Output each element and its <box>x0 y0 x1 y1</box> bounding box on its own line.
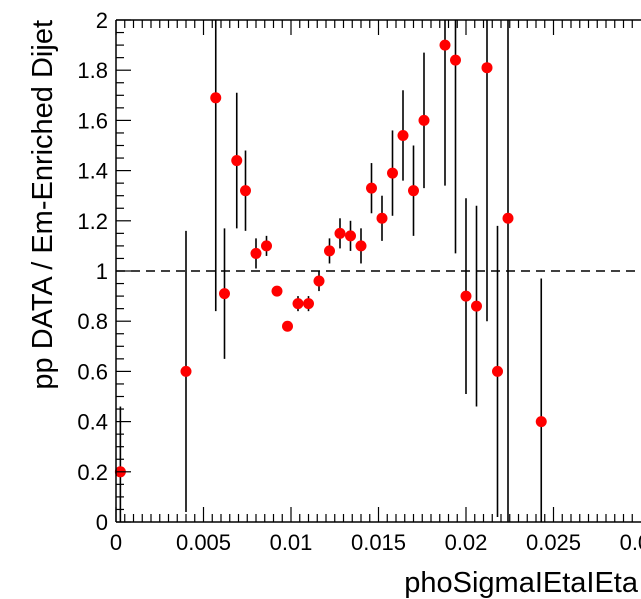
y-tick-label: 1.6 <box>77 108 108 133</box>
data-point <box>366 182 377 194</box>
data-point <box>219 288 230 300</box>
data-point <box>450 54 461 66</box>
data-point <box>471 300 482 312</box>
y-tick-label: 1.8 <box>77 58 108 83</box>
data-point <box>240 185 251 197</box>
data-point <box>460 290 472 302</box>
y-tick-label: 1.2 <box>77 209 108 234</box>
data-point <box>492 365 503 377</box>
data-point <box>408 185 419 197</box>
y-tick-label: 0.8 <box>77 309 108 334</box>
marker-layer <box>114 39 547 478</box>
data-point <box>324 245 335 257</box>
data-point <box>292 298 304 310</box>
data-point <box>261 240 272 252</box>
data-point <box>418 114 430 126</box>
y-tick-label: 0.4 <box>77 410 108 435</box>
data-point <box>282 320 293 332</box>
data-point <box>250 247 262 259</box>
x-tick-label: 0.03 <box>620 530 641 555</box>
data-point <box>334 227 346 239</box>
x-tick-label: 0.005 <box>176 530 231 555</box>
x-ticks: 0 0.005 0.01 0.015 0.02 0.025 0.03 <box>110 20 641 555</box>
data-point <box>397 129 409 141</box>
data-point <box>387 167 398 179</box>
data-point <box>313 275 325 287</box>
y-ticks: 0 0.2 0.4 0.6 0.8 1 1.2 1.4 1.6 1.8 2 <box>77 8 131 535</box>
data-point <box>210 92 222 104</box>
y-tick-label: 1.4 <box>77 159 108 184</box>
y-tick-label: 2 <box>96 8 108 33</box>
data-point <box>502 212 514 224</box>
data-point <box>345 230 356 242</box>
data-point <box>355 240 367 252</box>
x-axis-label: phoSigmaIEtaIEta <box>404 567 639 599</box>
y-tick-label: 1 <box>96 259 108 284</box>
data-point <box>231 155 243 167</box>
data-point <box>271 285 283 297</box>
data-point <box>439 39 451 51</box>
data-point <box>535 416 547 428</box>
x-tick-label: 0.015 <box>351 530 406 555</box>
data-point <box>180 365 192 377</box>
data-point <box>376 212 388 224</box>
data-point <box>481 62 493 74</box>
y-axis-label: pp DATA / Em-Enriched Dijet <box>27 20 59 390</box>
x-tick-label: 0.01 <box>270 530 313 555</box>
x-tick-label: 0.02 <box>445 530 488 555</box>
y-tick-label: 0.6 <box>77 359 108 384</box>
data-point <box>303 298 314 310</box>
y-tick-label: 0 <box>96 510 108 535</box>
x-tick-label: 0.025 <box>526 530 581 555</box>
y-tick-label: 0.2 <box>77 460 108 485</box>
x-tick-label: 0 <box>110 530 122 555</box>
